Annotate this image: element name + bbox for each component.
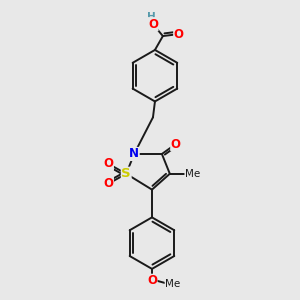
Text: O: O [174,28,184,40]
Text: S: S [122,167,131,180]
Text: O: O [147,274,157,287]
Text: O: O [171,138,181,151]
Text: Me: Me [165,279,180,289]
Text: O: O [103,158,113,170]
Text: Me: Me [185,169,200,179]
Text: H: H [147,12,155,22]
Text: O: O [148,18,158,31]
Text: O: O [103,177,113,190]
Text: N: N [129,148,139,160]
